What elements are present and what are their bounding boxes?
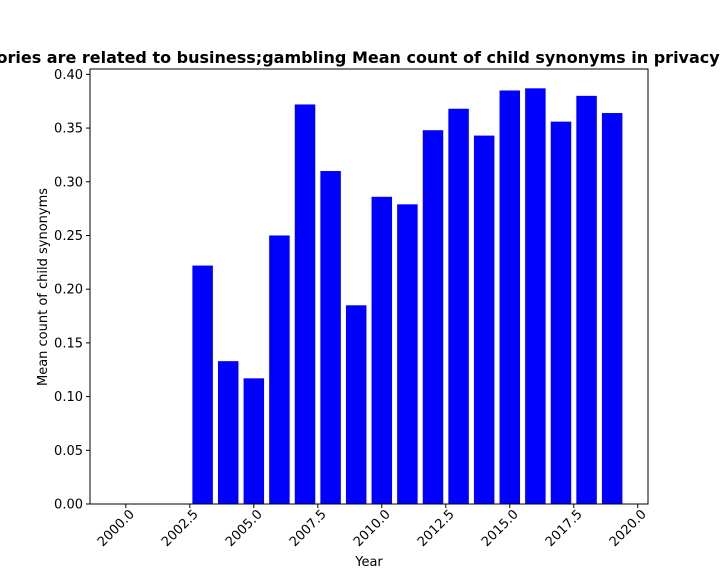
bar-2014 xyxy=(473,135,495,504)
y-tick-label: 0.40 xyxy=(54,68,83,83)
x-tick-label: 2002.5 xyxy=(159,507,202,550)
x-tick-label: 2000.0 xyxy=(95,507,138,550)
bar-2015 xyxy=(499,90,521,505)
y-axis-label: Mean count of child synonyms xyxy=(36,188,51,386)
y-tick-label: 0.05 xyxy=(54,444,83,459)
x-tick-label: 2020.0 xyxy=(607,507,650,550)
bar-2004 xyxy=(217,361,239,504)
bar-2003 xyxy=(192,265,213,504)
axes xyxy=(89,68,649,505)
bar-2012 xyxy=(422,130,444,504)
x-tick-label: 2005.0 xyxy=(223,507,266,550)
x-tick-label: 2015.0 xyxy=(479,507,522,550)
bar-2019 xyxy=(601,113,623,504)
bar-2013 xyxy=(448,108,469,505)
bar-2005 xyxy=(243,378,265,504)
bar-2007 xyxy=(294,104,316,504)
y-tick-label: 0.25 xyxy=(54,229,83,244)
y-tick-label: 0.30 xyxy=(54,175,83,190)
x-axis-label: Year xyxy=(354,555,383,570)
bar-2008 xyxy=(320,171,341,504)
x-tick-label: 2017.5 xyxy=(543,507,586,550)
chart-title: Categories are related to business;gambl… xyxy=(0,48,720,67)
x-tick-label: 2010.0 xyxy=(351,507,394,550)
y-tick-label: 0.35 xyxy=(54,122,83,137)
x-tick-label: 2007.5 xyxy=(287,507,330,550)
y-tick-label: 0.10 xyxy=(54,390,83,405)
bar-2006 xyxy=(269,235,290,504)
y-tick-label: 0.00 xyxy=(54,498,83,513)
bar-2010 xyxy=(371,196,393,504)
y-axis-ticks: 0.00 0.05 0.10 0.15 0.20 0.25 0.30 0.35 0.40 xyxy=(54,68,90,513)
x-tick-label: 2012.5 xyxy=(415,507,458,550)
bar-2011 xyxy=(397,204,418,505)
bar-2017 xyxy=(550,121,572,504)
y-tick-label: 0.20 xyxy=(54,283,83,298)
bar-2009 xyxy=(345,305,367,504)
plot-frame xyxy=(89,68,649,505)
x-axis-ticks: 2000.0 2002.5 2005.0 2007.5 2010.0 2012.5 2015… xyxy=(95,504,650,550)
bars xyxy=(192,88,623,505)
bar-2016 xyxy=(525,88,546,504)
bar-2018 xyxy=(576,95,597,504)
y-tick-label: 0.15 xyxy=(54,336,83,351)
